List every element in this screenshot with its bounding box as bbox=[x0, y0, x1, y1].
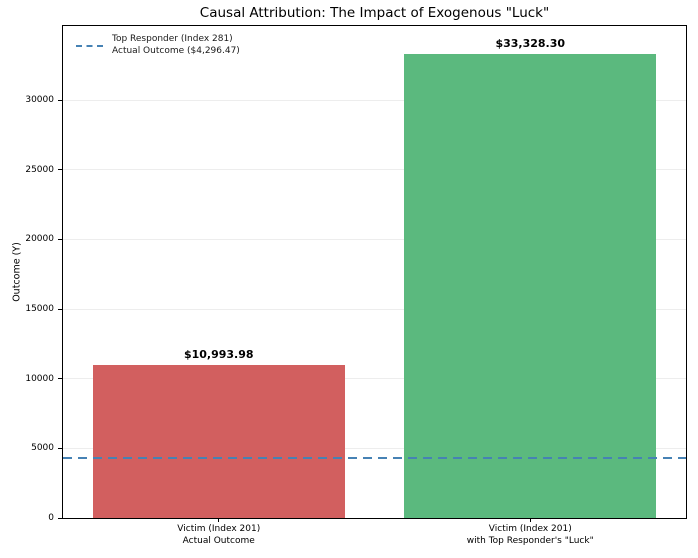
y-tick-mark bbox=[58, 308, 62, 310]
bar-value-label-0: $10,993.98 bbox=[183, 347, 254, 361]
chart-title: Causal Attribution: The Impact of Exogen… bbox=[199, 5, 550, 21]
gridline-y-15000 bbox=[63, 308, 686, 310]
y-tick-label: 10000 bbox=[25, 373, 54, 384]
x-tick-label-0: Victim (Index 201) Actual Outcome bbox=[59, 524, 379, 547]
bar-1 bbox=[404, 53, 657, 518]
x-tick-mark bbox=[529, 518, 531, 522]
y-tick-label: 25000 bbox=[25, 164, 54, 175]
legend-label-line1: Top Responder (Index 281) bbox=[112, 34, 233, 44]
y-tick-label: 0 bbox=[48, 513, 54, 523]
bar-value-label-1: $33,328.30 bbox=[495, 36, 566, 50]
y-tick-mark bbox=[58, 238, 62, 240]
y-axis-label: Outcome (Y) bbox=[11, 242, 23, 302]
plot-area: Top Responder (Index 281) Actual Outcome… bbox=[62, 25, 687, 519]
x-tick-label-line: Victim (Index 201) bbox=[177, 524, 261, 534]
gridline-y-10000 bbox=[63, 378, 686, 380]
y-tick-mark bbox=[58, 169, 62, 171]
y-tick-label: 5000 bbox=[31, 443, 54, 454]
x-tick-label-line: with Top Responder's "Luck" bbox=[466, 535, 594, 546]
y-tick-mark bbox=[58, 99, 62, 101]
gridline-y-25000 bbox=[63, 169, 686, 171]
x-tick-mark bbox=[218, 518, 220, 522]
legend-label-line2: Actual Outcome ($4,296.47) bbox=[112, 45, 240, 56]
y-tick-mark bbox=[58, 378, 62, 380]
legend-dash-icon bbox=[76, 44, 103, 47]
gridline-y-30000 bbox=[63, 99, 686, 101]
y-tick-mark bbox=[58, 447, 62, 449]
reference-line bbox=[63, 457, 686, 460]
legend: Top Responder (Index 281) Actual Outcome… bbox=[72, 32, 244, 60]
x-tick-label-1: Victim (Index 201) with Top Responder's "… bbox=[370, 524, 690, 547]
legend-label: Top Responder (Index 281) Actual Outcome… bbox=[112, 34, 240, 58]
y-tick-label: 30000 bbox=[25, 95, 54, 106]
y-tick-label: 15000 bbox=[25, 304, 54, 315]
y-tick-mark bbox=[58, 517, 62, 519]
gridline-y-5000 bbox=[63, 447, 686, 449]
gridline-y-20000 bbox=[63, 238, 686, 240]
x-tick-label-line: Victim (Index 201) bbox=[488, 524, 572, 534]
x-tick-label-line: Actual Outcome bbox=[182, 535, 255, 546]
bar-0 bbox=[92, 364, 345, 518]
y-tick-label: 20000 bbox=[25, 234, 54, 245]
